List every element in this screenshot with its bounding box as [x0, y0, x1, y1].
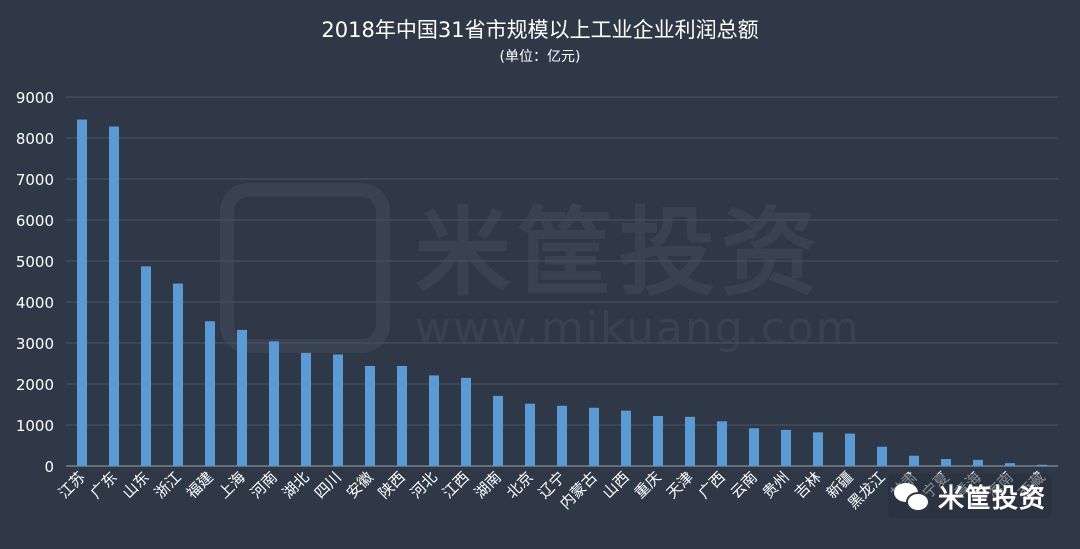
x-tick-label: 山东	[119, 468, 153, 502]
bar	[77, 119, 87, 467]
bar	[909, 455, 919, 466]
bar	[205, 321, 215, 466]
y-tick-label: 1000	[16, 417, 54, 435]
bar	[941, 459, 951, 466]
x-tick-label: 广东	[87, 468, 121, 502]
bar	[781, 429, 791, 466]
bar	[557, 405, 567, 466]
x-tick-label: 浙江	[151, 468, 185, 502]
y-tick-label: 3000	[16, 335, 54, 353]
bar	[141, 266, 151, 466]
x-tick-label: 四川	[311, 468, 345, 502]
x-tick-label: 云南	[727, 468, 761, 502]
bar	[653, 415, 663, 466]
bar	[973, 459, 983, 466]
x-tick-label: 安徽	[343, 468, 377, 502]
y-tick-label: 7000	[16, 171, 54, 189]
y-tick-label: 2000	[16, 376, 54, 394]
y-tick-label: 4000	[16, 294, 54, 312]
bar	[845, 433, 855, 466]
y-tick-label: 0	[44, 458, 54, 476]
bar	[813, 432, 823, 466]
bar	[749, 428, 759, 466]
x-tick-label: 重庆	[631, 468, 665, 502]
x-tick-label: 广西	[695, 468, 729, 502]
x-tick-label: 湖南	[471, 468, 505, 502]
bar	[333, 354, 343, 466]
x-tick-label: 上海	[215, 468, 249, 502]
chart-subtitle: (单位：亿元)	[499, 49, 581, 65]
x-tick-label: 江苏	[55, 468, 89, 502]
bar	[589, 407, 599, 466]
x-tick-label: 河北	[407, 468, 441, 502]
bar	[621, 410, 631, 466]
bar	[397, 365, 407, 466]
x-tick-label: 北京	[503, 468, 537, 502]
x-tick-label: 吉林	[791, 468, 825, 502]
x-tick-label: 黑龙江	[844, 468, 889, 513]
x-tick-label: 天津	[663, 468, 697, 502]
y-tick-label: 8000	[16, 130, 54, 148]
bar	[1005, 463, 1015, 466]
bar	[269, 341, 279, 466]
x-tick-label: 内蒙古	[556, 468, 601, 513]
bar	[493, 395, 503, 466]
badge-text: 米筐投资	[938, 483, 1047, 514]
y-tick-label: 6000	[16, 212, 54, 230]
x-tick-label: 江西	[439, 468, 473, 502]
bar	[1037, 464, 1047, 466]
bar	[237, 329, 247, 466]
x-tick-label: 山西	[599, 468, 633, 502]
x-tick-label: 陕西	[375, 468, 409, 502]
y-tick-label: 5000	[16, 253, 54, 271]
bar	[717, 421, 727, 466]
bar	[685, 416, 695, 466]
x-tick-label: 河南	[247, 468, 281, 502]
chart-title: 2018年中国31省市规模以上工业企业利润总额	[321, 18, 759, 42]
bar	[109, 126, 119, 467]
bar	[301, 352, 311, 466]
wechat-icon	[892, 479, 932, 513]
wechat-badge: 米筐投资	[888, 474, 1053, 518]
bar	[429, 375, 439, 466]
bar	[877, 446, 887, 466]
bar	[173, 283, 183, 466]
x-tick-label: 贵州	[759, 468, 793, 502]
x-tick-label: 湖北	[279, 468, 313, 502]
bar	[461, 377, 471, 466]
y-tick-label: 9000	[16, 89, 54, 107]
x-tick-label: 福建	[183, 468, 217, 502]
bar	[525, 403, 535, 466]
bar	[365, 365, 375, 466]
